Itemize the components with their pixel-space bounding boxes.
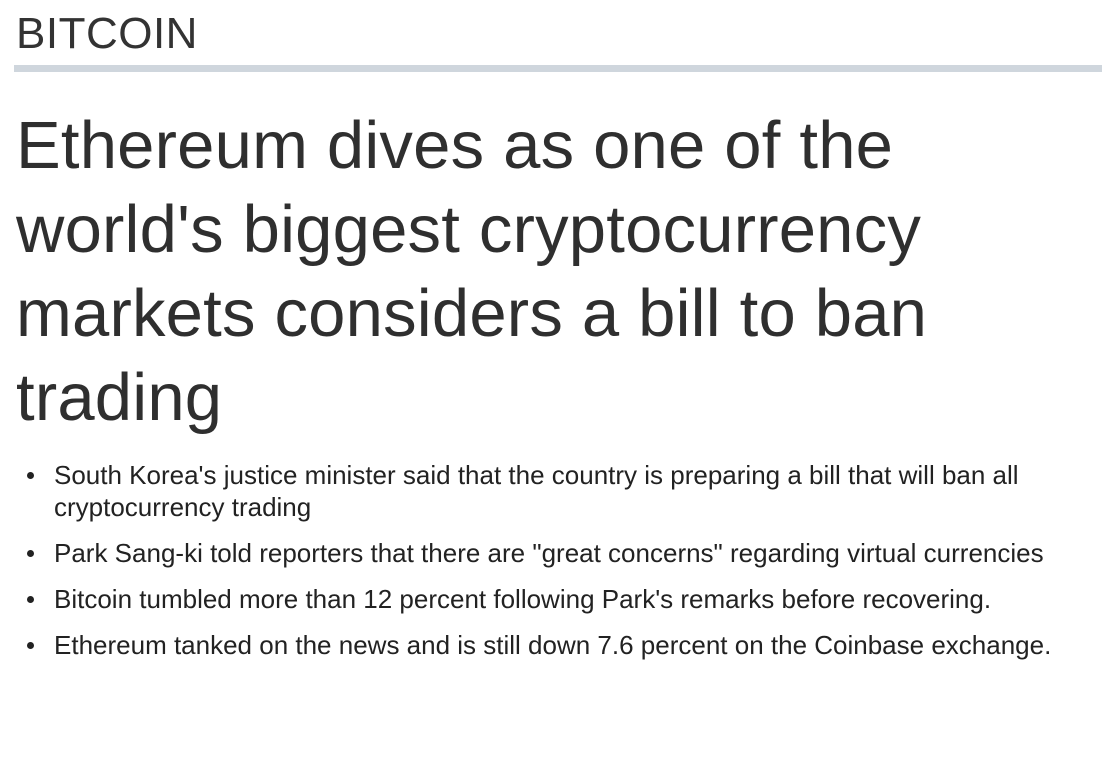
key-point-item: South Korea's justice minister said that… <box>0 459 1102 523</box>
key-points-list: South Korea's justice minister said that… <box>0 459 1102 675</box>
key-point-text: Bitcoin tumbled more than 12 percent fol… <box>54 584 992 614</box>
key-point-item: Park Sang-ki told reporters that there a… <box>0 537 1102 569</box>
article-headline: Ethereum dives as one of the world's big… <box>16 108 928 435</box>
key-point-text: South Korea's justice minister said that… <box>54 460 1019 522</box>
key-point-item: Bitcoin tumbled more than 12 percent fol… <box>0 583 1102 615</box>
key-point-text: Ethereum tanked on the news and is still… <box>54 630 1052 660</box>
key-point-text: Park Sang-ki told reporters that there a… <box>54 538 1044 568</box>
section-label[interactable]: BITCOIN <box>16 9 198 58</box>
bullet-icon <box>27 550 34 557</box>
bullet-icon <box>27 472 34 479</box>
bullet-icon <box>27 642 34 649</box>
key-point-item: Ethereum tanked on the news and is still… <box>0 629 1102 661</box>
bullet-icon <box>27 596 34 603</box>
section-divider <box>14 65 1102 72</box>
